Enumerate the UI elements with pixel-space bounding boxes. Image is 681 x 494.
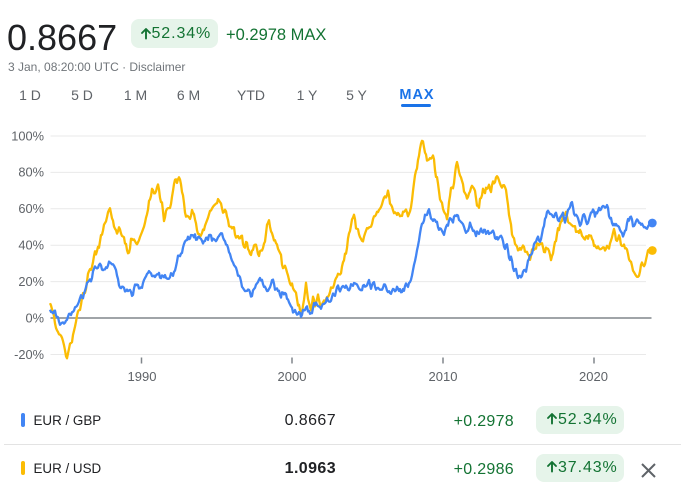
svg-text:-20%: -20%: [14, 347, 44, 362]
svg-text:2010: 2010: [429, 369, 458, 384]
svg-text:100%: 100%: [11, 128, 44, 143]
svg-text:2020: 2020: [579, 369, 608, 384]
svg-text:1990: 1990: [128, 369, 157, 384]
svg-text:40%: 40%: [18, 238, 44, 253]
svg-text:80%: 80%: [18, 165, 44, 180]
svg-text:20%: 20%: [18, 274, 44, 289]
svg-text:2000: 2000: [278, 369, 307, 384]
svg-text:0%: 0%: [26, 310, 45, 325]
svg-text:60%: 60%: [18, 201, 44, 216]
